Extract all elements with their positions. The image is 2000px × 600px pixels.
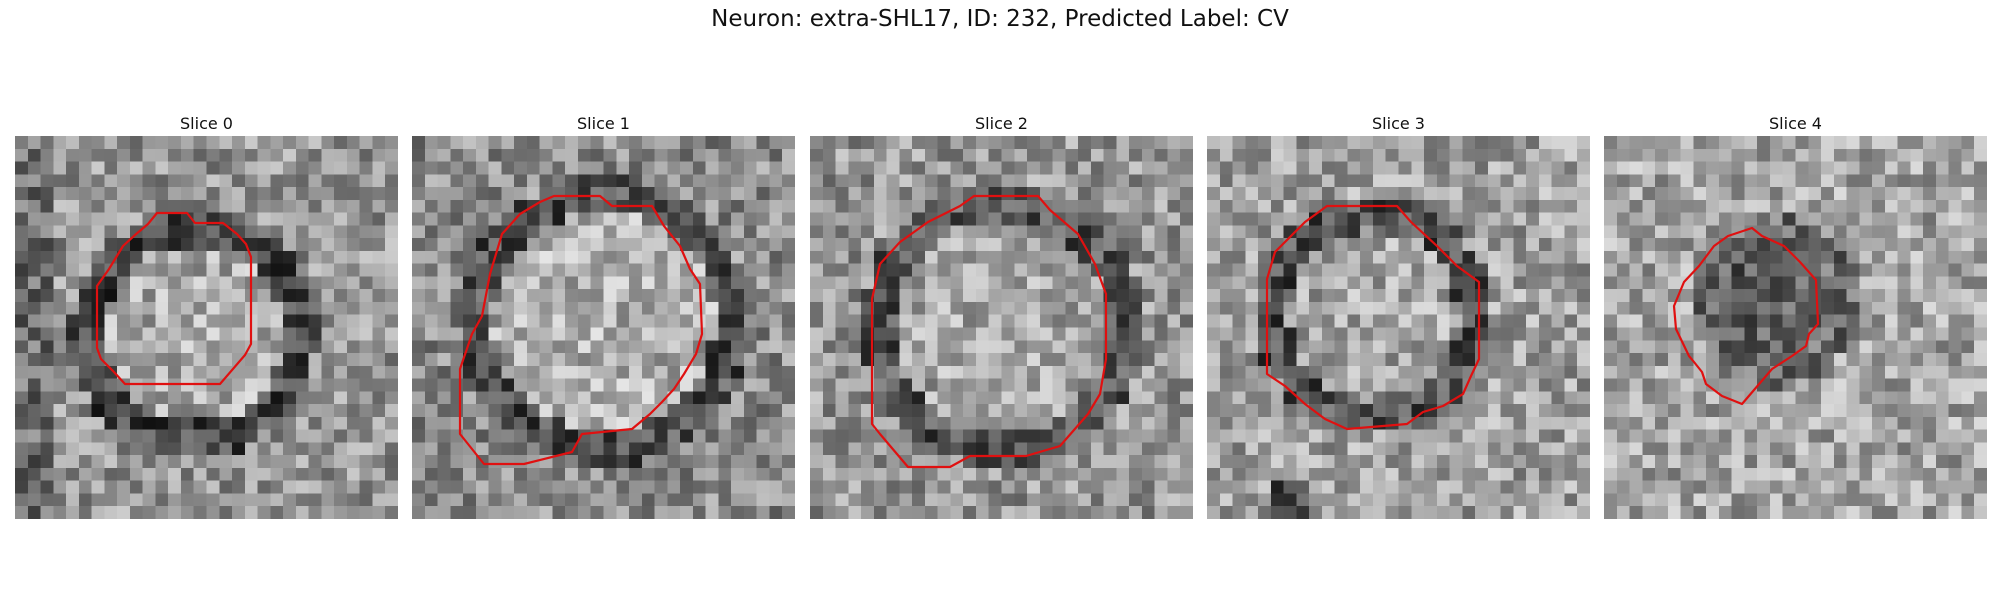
- grayscale-slice-image: [1604, 136, 1987, 519]
- slice-panel-1: Slice 1: [412, 112, 795, 519]
- slice-title: Slice 3: [1372, 114, 1425, 133]
- slice-panel-2: Slice 2: [810, 112, 1193, 519]
- slice-image: [412, 136, 795, 519]
- slice-title: Slice 1: [577, 114, 630, 133]
- slice-image: [1604, 136, 1987, 519]
- grayscale-slice-image: [412, 136, 795, 519]
- slice-panel-3: Slice 3: [1207, 112, 1590, 519]
- slice-panel-0: Slice 0: [15, 112, 398, 519]
- slice-title: Slice 0: [180, 114, 233, 133]
- figure-title: Neuron: extra-SHL17, ID: 232, Predicted …: [711, 6, 1289, 32]
- slice-image: [1207, 136, 1590, 519]
- slice-image: [810, 136, 1193, 519]
- slice-image: [15, 136, 398, 519]
- grayscale-slice-image: [15, 136, 398, 519]
- slice-title: Slice 2: [975, 114, 1028, 133]
- slice-panel-4: Slice 4: [1604, 112, 1987, 519]
- slice-title: Slice 4: [1769, 114, 1822, 133]
- grayscale-slice-image: [810, 136, 1193, 519]
- grayscale-slice-image: [1207, 136, 1590, 519]
